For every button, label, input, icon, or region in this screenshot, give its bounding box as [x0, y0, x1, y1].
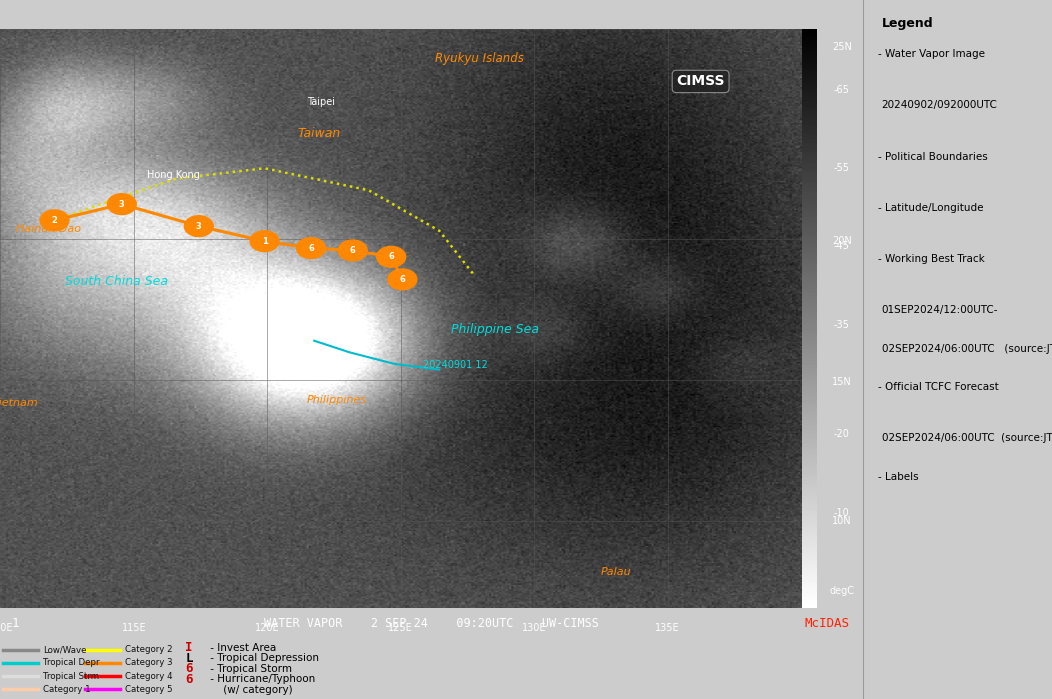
- Text: 110E: 110E: [0, 623, 13, 633]
- Text: - Hurricane/Typhoon: - Hurricane/Typhoon: [207, 675, 316, 684]
- Text: - Tropical Depression: - Tropical Depression: [207, 654, 319, 663]
- Text: Category 5: Category 5: [125, 685, 173, 694]
- Text: - Tropical Storm: - Tropical Storm: [207, 664, 292, 674]
- Text: 02SEP2024/06:00UTC   (source:JTWC): 02SEP2024/06:00UTC (source:JTWC): [882, 344, 1052, 354]
- Text: Vietnam: Vietnam: [0, 398, 38, 408]
- Text: L: L: [185, 652, 193, 665]
- Text: 125E: 125E: [388, 623, 413, 633]
- Text: -65: -65: [834, 85, 850, 95]
- Text: 115E: 115E: [122, 623, 146, 633]
- Text: 6: 6: [388, 252, 394, 261]
- Circle shape: [339, 240, 367, 261]
- Text: 1: 1: [12, 617, 19, 630]
- Text: CIMSS: CIMSS: [676, 75, 725, 89]
- Text: Philippines: Philippines: [306, 395, 367, 405]
- Text: 2: 2: [50, 215, 58, 225]
- Text: Category 4: Category 4: [125, 672, 173, 681]
- Text: Philippine Sea: Philippine Sea: [451, 323, 540, 336]
- Circle shape: [377, 247, 406, 267]
- Circle shape: [250, 231, 279, 252]
- Circle shape: [388, 269, 417, 290]
- Text: 6: 6: [307, 243, 315, 253]
- Text: Ryukyu Islands: Ryukyu Islands: [434, 52, 524, 65]
- Text: - Latitude/Longitude: - Latitude/Longitude: [877, 203, 984, 213]
- Text: Palau: Palau: [601, 568, 631, 577]
- Text: 6: 6: [185, 663, 193, 675]
- Circle shape: [40, 210, 69, 231]
- Text: 02SEP2024/06:00UTC  (source:JTWC): 02SEP2024/06:00UTC (source:JTWC): [882, 433, 1052, 443]
- Circle shape: [184, 216, 214, 236]
- Text: Tropical Depr: Tropical Depr: [43, 658, 100, 668]
- Text: Low/Wave: Low/Wave: [43, 645, 86, 654]
- Text: -55: -55: [834, 164, 850, 173]
- Text: 120E: 120E: [255, 623, 279, 633]
- Text: 6: 6: [399, 275, 406, 284]
- Text: 25N: 25N: [832, 42, 852, 52]
- Text: -45: -45: [834, 241, 850, 252]
- Text: Taipei: Taipei: [306, 96, 335, 107]
- Text: 3: 3: [118, 199, 125, 209]
- Text: 6: 6: [387, 252, 396, 262]
- Text: 6: 6: [185, 673, 193, 686]
- Text: (w/ category): (w/ category): [207, 685, 292, 695]
- Text: 6: 6: [349, 246, 356, 255]
- Circle shape: [297, 238, 325, 259]
- Text: 6: 6: [308, 244, 313, 252]
- Text: South China Sea: South China Sea: [65, 275, 167, 287]
- Text: - Water Vapor Image: - Water Vapor Image: [877, 49, 985, 59]
- Text: Tropical Strm: Tropical Strm: [43, 672, 99, 681]
- Text: 3: 3: [195, 221, 203, 231]
- Text: - Labels: - Labels: [877, 472, 918, 482]
- Text: 20N: 20N: [832, 236, 852, 245]
- Text: 20240902/092000UTC: 20240902/092000UTC: [882, 100, 997, 110]
- Text: - Political Boundaries: - Political Boundaries: [877, 152, 988, 162]
- Text: - Invest Area: - Invest Area: [207, 643, 277, 653]
- Text: 130E: 130E: [523, 623, 547, 633]
- Text: Legend: Legend: [882, 17, 933, 31]
- Text: 15N: 15N: [832, 377, 852, 387]
- Text: Category 2: Category 2: [125, 645, 173, 654]
- Text: 20240901 12: 20240901 12: [423, 360, 488, 370]
- Text: WATER VAPOR    2 SEP 24    09:20UTC    UW-CIMSS: WATER VAPOR 2 SEP 24 09:20UTC UW-CIMSS: [264, 617, 599, 630]
- Text: 6: 6: [349, 245, 357, 255]
- Text: 01SEP2024/12:00UTC-: 01SEP2024/12:00UTC-: [882, 305, 998, 315]
- Text: Category 1: Category 1: [43, 685, 90, 694]
- Text: Hong Kong: Hong Kong: [146, 171, 200, 180]
- Text: 3: 3: [196, 222, 202, 231]
- Text: 1: 1: [262, 237, 267, 245]
- Text: -20: -20: [834, 429, 850, 440]
- Text: 2: 2: [52, 216, 58, 225]
- Text: Category 3: Category 3: [125, 658, 173, 668]
- Text: 1: 1: [261, 236, 268, 246]
- Text: 6: 6: [400, 275, 405, 284]
- Text: -10: -10: [834, 507, 850, 518]
- Text: - Working Best Track: - Working Best Track: [877, 254, 985, 264]
- Text: degC: degC: [829, 586, 854, 596]
- Text: I: I: [185, 642, 193, 654]
- Text: 3: 3: [119, 200, 125, 208]
- Text: 135E: 135E: [655, 623, 680, 633]
- Text: 10N: 10N: [832, 517, 852, 526]
- Text: Manila: Manila: [295, 352, 327, 361]
- Text: - Official TCFC Forecast: - Official TCFC Forecast: [877, 382, 998, 392]
- Text: -35: -35: [834, 319, 850, 329]
- Text: Hainan Dao: Hainan Dao: [16, 224, 81, 234]
- Text: McIDAS: McIDAS: [805, 617, 850, 630]
- Circle shape: [107, 194, 137, 215]
- Text: Taiwan: Taiwan: [298, 127, 341, 140]
